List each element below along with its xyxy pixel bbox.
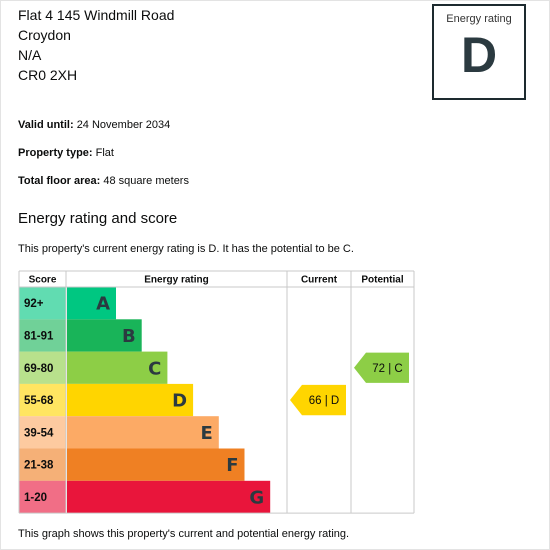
band-bar-a xyxy=(67,287,116,320)
fact-label: Valid until: xyxy=(18,119,74,131)
fact-value: Flat xyxy=(95,147,114,159)
fact-value: 48 square meters xyxy=(103,175,189,187)
score-cell-d xyxy=(19,383,66,417)
fact-label: Total floor area: xyxy=(18,175,101,187)
band-bar-c xyxy=(67,351,168,384)
potential-rating-marker-arrow xyxy=(354,352,409,383)
band-bar-d xyxy=(67,383,194,417)
score-cell-g xyxy=(19,480,66,514)
fact-property-type: Property type: Flat xyxy=(18,147,114,159)
score-cell-e xyxy=(19,416,66,449)
column-header-potential: Potential xyxy=(361,275,403,286)
address-line-3: N/A xyxy=(18,47,42,63)
band-bar-e xyxy=(67,416,219,449)
section-title: Energy rating and score xyxy=(18,210,178,227)
score-label-c: 69-80 xyxy=(24,363,53,375)
score-label-b: 81-91 xyxy=(24,330,54,342)
score-cell-f xyxy=(19,448,66,481)
band-bar-f xyxy=(67,448,245,481)
score-cell-a xyxy=(19,287,66,320)
chart-footer-note: This graph shows this property's current… xyxy=(18,528,350,540)
column-header-energy-rating: Energy rating xyxy=(144,275,208,286)
address-postcode: CR0 2XH xyxy=(18,67,78,83)
band-letter-e: E xyxy=(201,423,213,444)
current-rating-marker-arrow xyxy=(290,384,346,416)
score-label-e: 39-54 xyxy=(24,427,54,439)
score-label-f: 21-38 xyxy=(24,460,54,472)
score-label-a: 92+ xyxy=(24,298,44,310)
potential-rating-marker-label: 72 | C xyxy=(372,363,402,375)
address-line-1: Flat 4 145 Windmill Road xyxy=(18,7,175,23)
score-label-d: 55-68 xyxy=(24,395,54,407)
band-letter-a: A xyxy=(96,294,110,315)
band-bar-b xyxy=(67,319,142,352)
score-cell-b xyxy=(19,319,66,352)
energy-rating-box-label: Energy rating xyxy=(446,13,512,25)
band-letter-d: D xyxy=(172,391,187,412)
property-address: Flat 4 145 Windmill Road Croydon N/A CR0… xyxy=(18,5,174,85)
fact-value: 24 November 2034 xyxy=(76,119,171,131)
address-line-2: Croydon xyxy=(18,27,71,43)
fact-floor-area: Total floor area: 48 square meters xyxy=(18,175,189,187)
energy-rating-box: Energy rating D xyxy=(432,4,526,100)
current-rating-marker-label: 66 | D xyxy=(309,395,339,407)
band-bar-g xyxy=(67,480,271,514)
band-letter-c: C xyxy=(148,358,161,379)
column-header-current: Current xyxy=(301,275,338,286)
band-letter-g: G xyxy=(249,487,264,508)
band-letter-b: B xyxy=(122,326,136,347)
score-label-g: 1-20 xyxy=(24,492,47,504)
band-letter-f: F xyxy=(226,455,238,476)
section-intro: This property's current energy rating is… xyxy=(18,243,354,255)
fact-label: Property type: xyxy=(18,147,93,159)
fact-valid-until: Valid until: 24 November 2034 xyxy=(18,119,170,131)
column-header-score: Score xyxy=(29,275,57,286)
energy-rating-box-letter: D xyxy=(460,27,498,83)
score-cell-c xyxy=(19,351,66,384)
